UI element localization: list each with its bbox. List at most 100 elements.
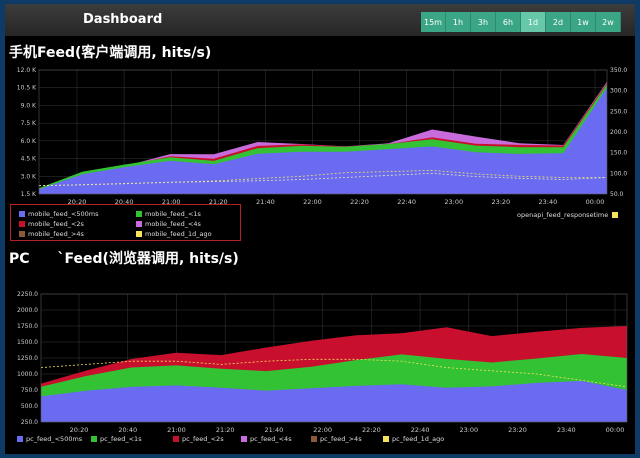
legend-label: pc_feed_>4s xyxy=(320,435,362,443)
x-tick-label: 23:40 xyxy=(557,426,576,434)
x-tick-label: 23:00 xyxy=(444,198,463,206)
legend-label: mobile_feed_<1s xyxy=(145,210,201,218)
x-tick-label: 00:00 xyxy=(606,426,625,434)
y2-tick-label: 250.0 xyxy=(610,108,627,115)
x-tick-label: 22:40 xyxy=(397,198,416,206)
legend-item[interactable]: pc_feed_1d_ago xyxy=(383,435,444,443)
x-tick-label: 20:20 xyxy=(70,426,89,434)
plot-border xyxy=(38,69,608,195)
x-tick-label: 21:00 xyxy=(167,426,186,434)
time-button-15m[interactable]: 15m xyxy=(421,12,446,32)
x-tick-label: 21:40 xyxy=(256,198,275,206)
x-tick-label: 23:20 xyxy=(508,426,527,434)
x-tick-label: 22:20 xyxy=(350,198,369,206)
x-tick-label: 21:00 xyxy=(162,198,181,206)
legend-swatch xyxy=(19,221,25,227)
legend-item[interactable]: pc_feed_<2s xyxy=(173,435,224,443)
panel2-title: PC `Feed(浏览器调用, hits/s) xyxy=(9,248,239,268)
legend-item[interactable]: mobile_feed_>4s xyxy=(19,230,84,238)
legend-swatch xyxy=(311,436,317,442)
y-tick-label: 1250.0 xyxy=(17,355,38,362)
panel2-title-b: `Feed(浏览器调用, hits/s) xyxy=(57,251,239,267)
y-tick-label: 12.0 K xyxy=(17,67,37,74)
legend-label: pc_feed_<1s xyxy=(100,435,142,443)
y-tick-label: 2250.0 xyxy=(17,291,38,298)
y-tick-label: 1000.0 xyxy=(17,371,38,378)
legend-label: mobile_feed_<4s xyxy=(145,220,201,228)
y-tick-label: 1.5 K xyxy=(21,191,37,198)
y-tick-label: 2000.0 xyxy=(17,307,38,314)
x-tick-label: 20:40 xyxy=(115,198,134,206)
y2-tick-label: 150.0 xyxy=(610,150,627,157)
time-button-1w[interactable]: 1w xyxy=(571,12,596,32)
legend-item[interactable]: pc_feed_>4s xyxy=(311,435,362,443)
y-tick-label: 7.5 K xyxy=(21,120,37,127)
line-pc_feed_1d_ago xyxy=(40,358,628,388)
right-legend-swatch xyxy=(612,212,619,218)
panel2-title-a: PC xyxy=(9,251,30,267)
mobile-feed-chart: 1.5 K 3.0 K 4.5 K 6.0 K 7.5 K 9.0 K 10.5 K 12.0… xyxy=(17,67,628,206)
legend-item[interactable]: mobile_feed_1d_ago xyxy=(136,230,212,238)
pc-feed-chart: 250.0 500.0 750.0 1000.0 1250.0 1500.0 1750.0 2… xyxy=(17,291,628,434)
y-tick-label: 3.0 K xyxy=(21,173,37,180)
legend-label: mobile_feed_<2s xyxy=(28,220,84,228)
legend-item[interactable]: pc_feed_<500ms xyxy=(17,435,82,443)
legend-item[interactable]: mobile_feed_<500ms xyxy=(19,210,99,218)
x-tick-label: 22:00 xyxy=(303,198,322,206)
legend-item[interactable]: mobile_feed_<2s xyxy=(19,220,84,228)
time-button-2d[interactable]: 2d xyxy=(546,12,571,32)
x-tick-label: 20:40 xyxy=(118,426,137,434)
panel1-right-legend: openapi_feed_responsetime xyxy=(517,211,621,219)
legend-item[interactable]: mobile_feed_<4s xyxy=(136,220,201,228)
legend-label: mobile_feed_1d_ago xyxy=(145,230,212,238)
y-tick-label: 4.5 K xyxy=(21,156,37,163)
legend-swatch xyxy=(136,231,142,237)
time-button-1d[interactable]: 1d xyxy=(521,12,546,32)
time-button-3h[interactable]: 3h xyxy=(471,12,496,32)
legend-swatch xyxy=(241,436,247,442)
legend-item[interactable]: pc_feed_<1s xyxy=(91,435,142,443)
time-button-6h[interactable]: 6h xyxy=(496,12,521,32)
y2-tick-label: 50.0 xyxy=(610,191,624,198)
dashboard-frame: Dashboard 15m 1h 3h 6h 1d 2d 1w 2w 手机Feed(客户端调用… xyxy=(5,4,635,454)
y2-tick-label: 200.0 xyxy=(610,129,627,136)
header-bar: Dashboard 15m 1h 3h 6h 1d 2d 1w 2w xyxy=(5,4,635,36)
y2-tick-label: 100.0 xyxy=(610,170,627,177)
legend-label: pc_feed_<2s xyxy=(182,435,224,443)
y2-tick-label: 350.0 xyxy=(610,67,627,74)
time-button-2w[interactable]: 2w xyxy=(596,12,621,32)
time-button-1h[interactable]: 1h xyxy=(446,12,471,32)
x-tick-label: 21:20 xyxy=(209,198,228,206)
y-tick-label: 1750.0 xyxy=(17,323,38,330)
x-tick-label: 21:20 xyxy=(216,426,235,434)
legend-label: mobile_feed_>4s xyxy=(28,230,84,238)
legend-swatch xyxy=(19,211,25,217)
panel1-legend: mobile_feed_<500ms mobile_feed_<1s mobile_… xyxy=(10,204,241,241)
y-tick-label: 500.0 xyxy=(21,403,38,410)
legend-swatch xyxy=(173,436,179,442)
y-tick-label: 1500.0 xyxy=(17,339,38,346)
time-range-buttons: 15m 1h 3h 6h 1d 2d 1w 2w xyxy=(421,12,621,32)
legend-label: mobile_feed_<500ms xyxy=(28,210,99,218)
legend-item[interactable]: pc_feed_<4s xyxy=(241,435,292,443)
x-tick-label: 22:20 xyxy=(362,426,381,434)
y-tick-label: 10.5 K xyxy=(17,85,37,92)
legend-swatch xyxy=(17,436,23,442)
x-tick-label: 23:00 xyxy=(459,426,478,434)
area-mobile_feed_<500ms xyxy=(39,87,607,194)
y-tick-label: 9.0 K xyxy=(21,102,37,109)
line-mobile_feed_1d_ago xyxy=(38,169,607,187)
panel1-title: 手机Feed(客户端调用, hits/s) xyxy=(9,45,212,61)
x-tick-label: 22:40 xyxy=(411,426,430,434)
page-title: Dashboard xyxy=(83,12,163,27)
x-tick-label: 21:40 xyxy=(265,426,284,434)
legend-swatch xyxy=(136,221,142,227)
line-openapi_feed_responsetime xyxy=(38,172,608,187)
legend-item[interactable]: mobile_feed_<1s xyxy=(136,210,201,218)
y-tick-label: 6.0 K xyxy=(21,138,37,145)
legend-label: pc_feed_<500ms xyxy=(26,435,83,443)
area-pc_feed_<500ms xyxy=(41,380,627,422)
legend-swatch xyxy=(19,231,25,237)
y-tick-label: 750.0 xyxy=(21,387,38,394)
panel2-legend: pc_feed_<500ms pc_feed_<1s pc_feed_<2s pc_f… xyxy=(15,434,625,446)
